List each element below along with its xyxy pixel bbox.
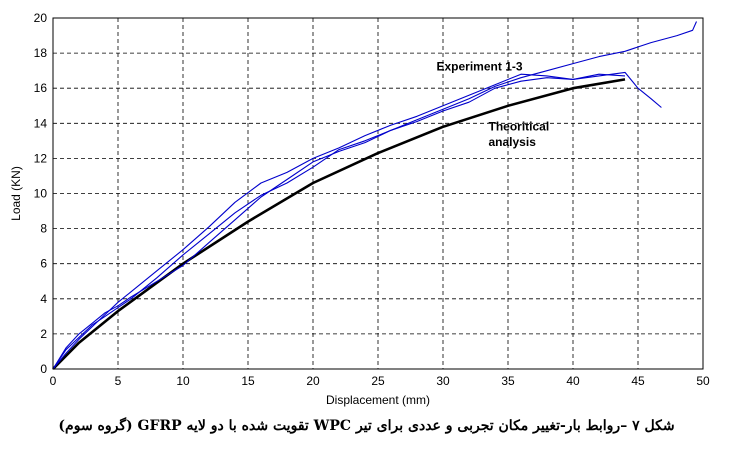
y-tick-label: 0 [40, 362, 47, 376]
x-tick-label: 30 [436, 374, 450, 388]
y-tick-label: 8 [40, 222, 47, 236]
load-displacement-chart: 0 5 10 15 20 25 30 35 40 45 50 0 2 4 6 8 10 12 14 16 18 20 Di… [9, 11, 710, 407]
x-tick-label: 20 [306, 374, 320, 388]
x-tick-label: 25 [371, 374, 385, 388]
experiment-series-line-1 [52, 71, 662, 370]
x-tick-label: 45 [631, 374, 645, 388]
x-tick-label: 50 [696, 374, 710, 388]
x-tick-label: 35 [501, 374, 515, 388]
annotation-label: Experiment 1-3 [437, 60, 523, 74]
y-tick-label: 18 [34, 46, 48, 60]
y-tick-label: 20 [34, 11, 48, 25]
annotations: Experiment 1-3 Theoritical analysis [437, 60, 550, 149]
theoretical-series-line [52, 78, 626, 370]
x-tick-label: 15 [241, 374, 255, 388]
annotation-label: Theoritical [489, 119, 550, 133]
x-axis-title: Displacement (mm) [326, 393, 430, 407]
y-axis-title: Load (KN) [9, 166, 23, 221]
tick-labels: 0 5 10 15 20 25 30 35 40 45 50 0 2 4 6 8 10 12 14 16 18 20 [34, 11, 710, 388]
plot-frame [52, 17, 704, 370]
y-tick-label: 2 [40, 327, 47, 341]
figure-caption: شکل ۷ –روابط بار-تغییر مکان تجربی و عددی… [58, 418, 675, 434]
series-layer [52, 21, 698, 370]
y-tick-label: 10 [34, 187, 48, 201]
x-tick-label: 40 [566, 374, 580, 388]
y-tick-label: 16 [34, 81, 48, 95]
x-tick-label: 10 [176, 374, 190, 388]
experiment-series-line-3 [52, 21, 698, 370]
x-tick-label: 0 [50, 374, 57, 388]
experiment-series-line-2 [52, 73, 626, 370]
y-tick-label: 12 [34, 151, 48, 165]
x-tick-label: 5 [115, 374, 122, 388]
y-tick-label: 4 [40, 292, 47, 306]
grid [53, 18, 703, 369]
annotation-label: analysis [489, 135, 537, 149]
y-tick-label: 14 [34, 116, 48, 130]
y-tick-label: 6 [40, 257, 47, 271]
